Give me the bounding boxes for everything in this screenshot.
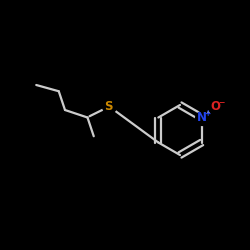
Text: +: + xyxy=(204,109,210,118)
Text: S: S xyxy=(104,100,113,113)
Text: O: O xyxy=(210,100,220,114)
Text: −: − xyxy=(218,98,224,108)
Text: N: N xyxy=(197,111,207,124)
